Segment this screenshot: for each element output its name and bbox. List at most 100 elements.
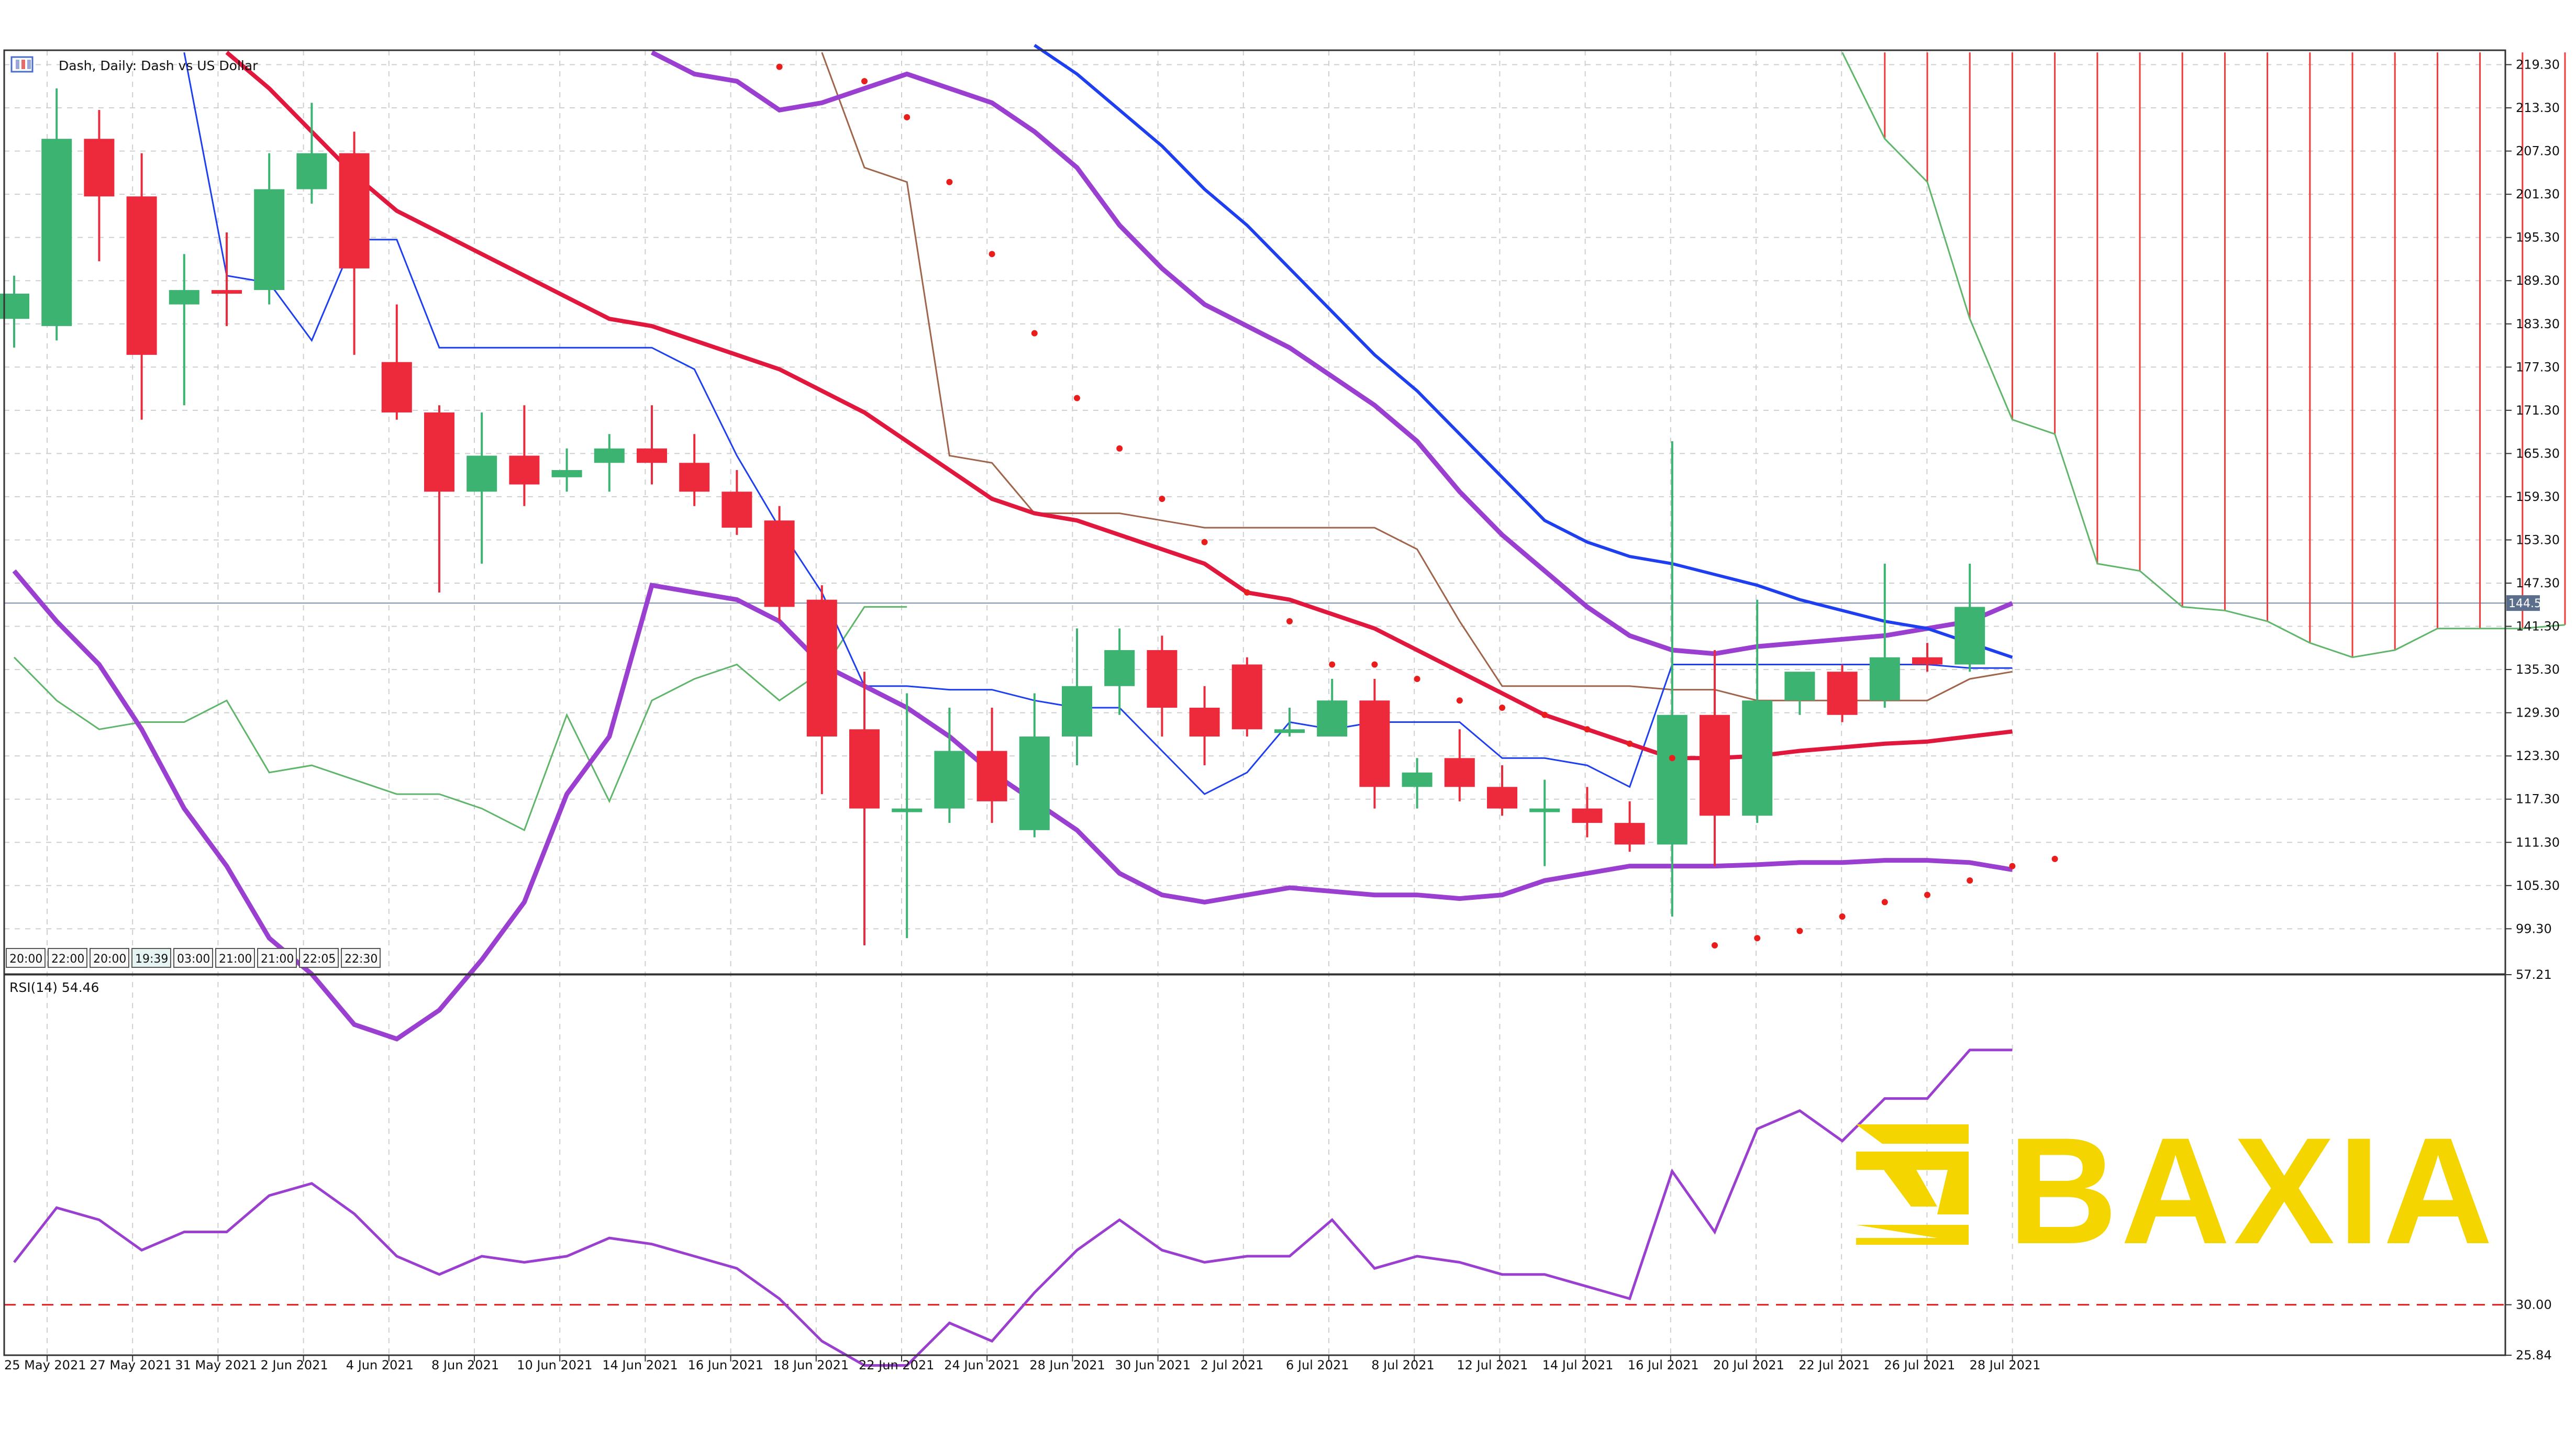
candle[interactable] bbox=[1231, 657, 1262, 737]
candle[interactable] bbox=[254, 153, 285, 305]
candle[interactable] bbox=[1147, 635, 1178, 737]
x-tick-label: 24 Jun 2021 bbox=[944, 1358, 1019, 1372]
candle[interactable] bbox=[509, 405, 540, 506]
candle[interactable] bbox=[212, 232, 242, 326]
candles[interactable] bbox=[0, 88, 1985, 945]
y-tick-label: 219.30 bbox=[2516, 58, 2560, 72]
candle[interactable] bbox=[721, 470, 752, 535]
candle[interactable] bbox=[1955, 563, 1985, 672]
candle[interactable] bbox=[467, 412, 497, 564]
rsi-line bbox=[13, 1048, 2013, 1367]
candle[interactable] bbox=[1189, 686, 1220, 766]
candle-body bbox=[41, 139, 72, 326]
candle[interactable] bbox=[1614, 801, 1645, 852]
candle[interactable] bbox=[296, 103, 327, 204]
x-tick-label: 8 Jun 2021 bbox=[431, 1358, 499, 1372]
x-tick-label: 8 Jul 2021 bbox=[1371, 1358, 1435, 1372]
candle-body bbox=[721, 492, 752, 528]
candle[interactable] bbox=[1912, 643, 1942, 672]
candle-body bbox=[1359, 700, 1390, 787]
candle-body bbox=[339, 153, 370, 269]
sar-dot bbox=[1881, 899, 1888, 906]
sar-dot bbox=[1243, 589, 1250, 596]
candle[interactable] bbox=[1317, 678, 1348, 737]
candle-body bbox=[1657, 715, 1687, 845]
candle[interactable] bbox=[764, 506, 795, 621]
time-box: 22:00 bbox=[48, 948, 87, 968]
candle[interactable] bbox=[1444, 729, 1475, 801]
candle[interactable] bbox=[976, 707, 1007, 823]
candle[interactable] bbox=[1657, 441, 1687, 917]
time-box: 22:30 bbox=[341, 948, 381, 968]
candle[interactable] bbox=[1104, 628, 1135, 715]
candle[interactable] bbox=[1700, 650, 1730, 866]
candle[interactable] bbox=[424, 405, 454, 593]
candle[interactable] bbox=[1784, 672, 1815, 715]
candle[interactable] bbox=[1487, 765, 1517, 816]
y-tick-label: 111.30 bbox=[2516, 835, 2560, 850]
time-box: 22:05 bbox=[299, 948, 339, 968]
candle[interactable] bbox=[679, 434, 710, 506]
candle-body bbox=[1869, 657, 1900, 701]
sar-dot bbox=[1201, 539, 1208, 545]
time-box-label: 21:00 bbox=[261, 953, 294, 966]
candle[interactable] bbox=[1742, 599, 1773, 823]
x-tick-label: 31 May 2021 bbox=[175, 1358, 257, 1372]
y-tick-label: 213.30 bbox=[2516, 101, 2560, 115]
x-tick-label: 6 Jul 2021 bbox=[1286, 1358, 1349, 1372]
candle[interactable] bbox=[1827, 664, 1858, 722]
candle[interactable] bbox=[1572, 787, 1603, 838]
candle[interactable] bbox=[381, 304, 412, 420]
candle[interactable] bbox=[41, 88, 72, 341]
sar-dot bbox=[1116, 445, 1123, 452]
candle[interactable] bbox=[339, 131, 370, 355]
candle[interactable] bbox=[84, 110, 115, 262]
x-tick-label: 30 Jun 2021 bbox=[1115, 1358, 1191, 1372]
candle[interactable] bbox=[126, 153, 157, 420]
candle[interactable] bbox=[849, 672, 880, 945]
candle[interactable] bbox=[1529, 779, 1560, 866]
time-box-label: 19:39 bbox=[135, 953, 168, 966]
logo-stroke bbox=[1937, 1170, 1969, 1214]
current-price-tag: 144.53 bbox=[2506, 595, 2549, 611]
sar-dot bbox=[2051, 855, 2058, 862]
x-tick-label: 2 Jul 2021 bbox=[1201, 1358, 1264, 1372]
candle[interactable] bbox=[169, 254, 199, 406]
candle[interactable] bbox=[934, 707, 965, 823]
candle-body bbox=[169, 290, 199, 305]
candle-body bbox=[1742, 700, 1773, 816]
candle-body bbox=[509, 455, 540, 485]
sar-dot bbox=[1456, 697, 1463, 704]
rsi-label: RSI(14) 54.46 bbox=[9, 980, 99, 995]
candle[interactable] bbox=[1869, 563, 1900, 708]
candle[interactable] bbox=[1274, 707, 1305, 737]
candle[interactable] bbox=[1062, 628, 1092, 766]
candle-body bbox=[1572, 808, 1603, 823]
sar-dot bbox=[1839, 913, 1846, 920]
y-tick-label: 159.30 bbox=[2516, 489, 2560, 504]
x-tick-label: 20 Jul 2021 bbox=[1713, 1358, 1784, 1372]
y-tick-label: 207.30 bbox=[2516, 144, 2560, 159]
candle-body bbox=[1104, 650, 1135, 686]
candle[interactable] bbox=[551, 448, 582, 492]
time-box-frame bbox=[215, 948, 255, 968]
candle[interactable] bbox=[806, 585, 837, 795]
candle[interactable] bbox=[637, 405, 667, 485]
candle[interactable] bbox=[594, 434, 625, 492]
candle-body bbox=[1487, 787, 1517, 809]
sar-dot bbox=[1371, 661, 1378, 668]
time-box-label: 21:00 bbox=[219, 953, 252, 966]
candle-body bbox=[1189, 707, 1220, 737]
candle[interactable] bbox=[1019, 693, 1050, 838]
sar-dot bbox=[946, 178, 953, 185]
sar-dot bbox=[989, 251, 995, 258]
candle-body bbox=[1955, 607, 1985, 665]
candle-body bbox=[1444, 758, 1475, 787]
candle-body bbox=[424, 412, 454, 492]
candle[interactable] bbox=[892, 693, 923, 939]
candle-body bbox=[1614, 823, 1645, 845]
logo-stroke bbox=[1856, 1124, 1969, 1144]
candle[interactable] bbox=[1402, 758, 1433, 809]
candle[interactable] bbox=[1359, 678, 1390, 809]
